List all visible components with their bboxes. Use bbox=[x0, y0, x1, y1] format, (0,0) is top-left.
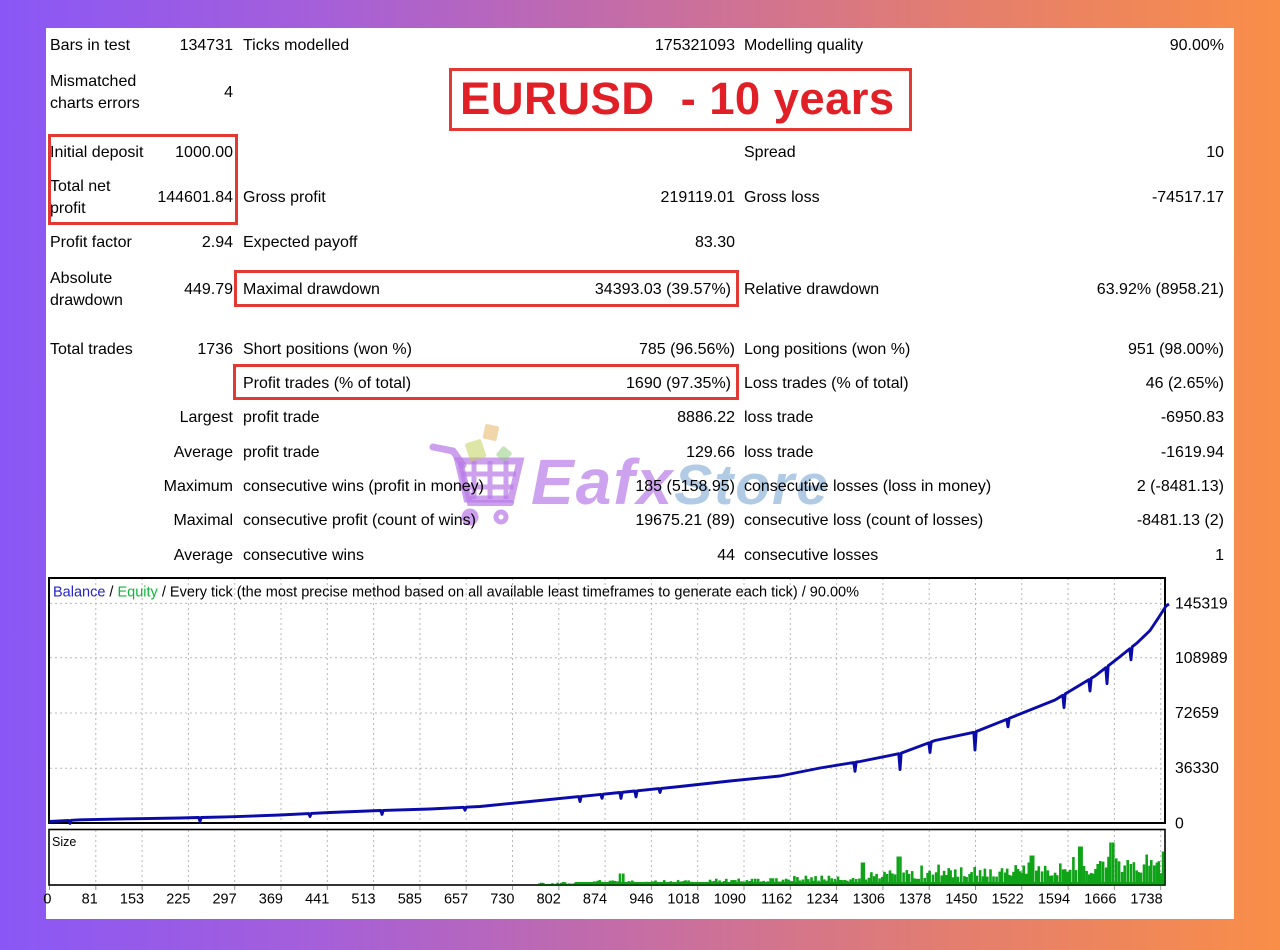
svg-text:Size: Size bbox=[52, 835, 76, 849]
svg-text:0: 0 bbox=[43, 892, 51, 908]
svg-text:1378: 1378 bbox=[899, 892, 931, 908]
svg-text:72659: 72659 bbox=[1175, 705, 1219, 722]
svg-text:1450: 1450 bbox=[945, 892, 977, 908]
svg-text:730: 730 bbox=[490, 892, 514, 908]
svg-text:1522: 1522 bbox=[992, 892, 1024, 908]
svg-text:1018: 1018 bbox=[667, 892, 699, 908]
svg-text:369: 369 bbox=[259, 892, 283, 908]
svg-text:1234: 1234 bbox=[806, 892, 838, 908]
svg-text:153: 153 bbox=[120, 892, 144, 908]
svg-text:441: 441 bbox=[305, 892, 329, 908]
svg-text:513: 513 bbox=[351, 892, 375, 908]
svg-text:1594: 1594 bbox=[1038, 892, 1070, 908]
svg-text:Balance / Equity / Every tick: Balance / Equity / Every tick (the most … bbox=[53, 585, 859, 601]
svg-text:297: 297 bbox=[212, 892, 236, 908]
svg-text:145319: 145319 bbox=[1175, 596, 1228, 613]
svg-text:1738: 1738 bbox=[1130, 892, 1162, 908]
svg-text:1666: 1666 bbox=[1084, 892, 1116, 908]
svg-text:225: 225 bbox=[166, 892, 190, 908]
svg-text:946: 946 bbox=[629, 892, 653, 908]
svg-text:1306: 1306 bbox=[853, 892, 885, 908]
svg-text:802: 802 bbox=[537, 892, 561, 908]
svg-text:0: 0 bbox=[1175, 816, 1184, 833]
svg-text:81: 81 bbox=[82, 892, 98, 908]
svg-text:657: 657 bbox=[444, 892, 468, 908]
svg-text:585: 585 bbox=[398, 892, 422, 908]
svg-text:36330: 36330 bbox=[1175, 760, 1219, 777]
svg-text:1162: 1162 bbox=[761, 892, 792, 908]
svg-text:108989: 108989 bbox=[1175, 650, 1228, 667]
svg-text:1090: 1090 bbox=[714, 892, 746, 908]
svg-text:874: 874 bbox=[583, 892, 607, 908]
